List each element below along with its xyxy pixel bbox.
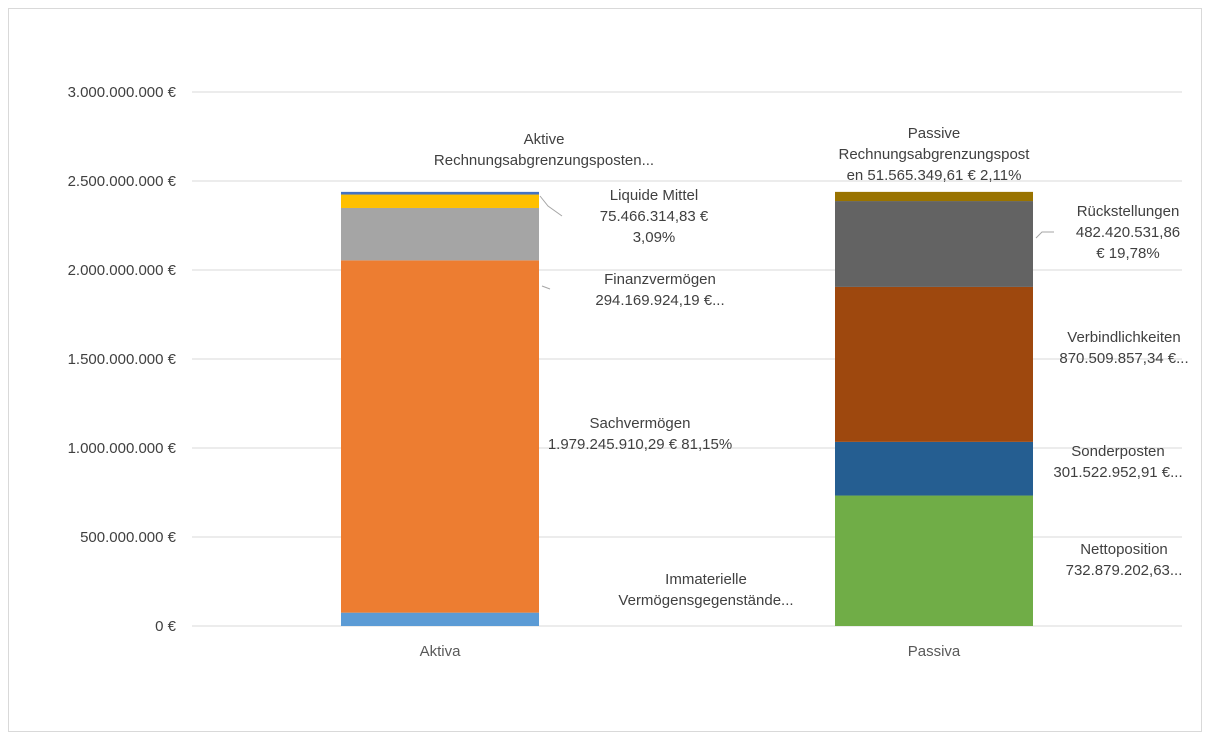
- data-label-verbindlichkeiten: Verbindlichkeiten 870.509.857,34 €...: [1059, 329, 1188, 367]
- bar-segment-immaterielle-vermoegensgegenstaende: [341, 612, 539, 626]
- x-category-label: Aktiva: [420, 643, 462, 660]
- x-axis: Aktiva Passiva: [420, 643, 961, 660]
- bar-segment-sachvermoegen: [341, 260, 539, 613]
- y-tick-label: 3.000.000.000 €: [68, 84, 177, 101]
- y-tick-label: 1.500.000.000 €: [68, 351, 177, 368]
- bar-segment-nettoposition: [835, 495, 1033, 626]
- bar-segment-verbindlichkeiten: [835, 286, 1033, 442]
- leader-lines: [539, 195, 1054, 290]
- data-label-liquide-mittel: Liquide Mittel 75.466.314,83 €3,09%: [600, 187, 709, 246]
- y-tick-label: 2.500.000.000 €: [68, 173, 177, 190]
- bar-segment-finanzvermoegen: [341, 207, 539, 261]
- leader-line-rueckstellungen: [1035, 231, 1054, 239]
- leader-line-finanzvermoegen: [541, 285, 551, 290]
- chart-frame: [8, 8, 1202, 732]
- bar-segment-rueckstellungen: [835, 201, 1033, 287]
- leader-line-liquide-mittel: [539, 195, 563, 217]
- data-label-immaterielle-vermoegensgegenstaende: Immaterielle Vermögensgegenstände...: [618, 571, 793, 609]
- data-label-nettoposition: Nettoposition 732.879.202,63...: [1066, 541, 1183, 579]
- y-axis: 0 € 500.000.000 € 1.000.000.000 € 1.500.000…: [68, 84, 177, 635]
- bar-segment-sonderposten: [835, 441, 1033, 496]
- bar-segment-passive-rechnungsabgrenzungsposten: [835, 191, 1033, 202]
- gridlines: [192, 91, 1182, 627]
- data-label-aktive-rechnungsabgrenzungsposten: Aktive Rechnungsabgrenzungsposten...: [434, 131, 654, 169]
- data-label-rueckstellungen: Rückstellungen 482.420.531,86 € 19,78%: [1076, 203, 1180, 262]
- data-labels: Immaterielle Vermögensgegenstände... Sachv…: [434, 125, 1189, 609]
- bars: [341, 191, 1033, 626]
- x-category-label: Passiva: [908, 643, 961, 660]
- y-tick-label: 1.000.000.000 €: [68, 440, 177, 457]
- y-tick-label: 0 €: [155, 618, 177, 635]
- bar-segment-liquide-mittel: [341, 194, 539, 208]
- y-tick-label: 2.000.000.000 €: [68, 262, 177, 279]
- y-tick-label: 500.000.000 €: [80, 529, 177, 546]
- data-label-finanzvermoegen: Finanzvermögen 294.169.924,19 €...: [595, 271, 724, 309]
- data-label-sonderposten: Sonderposten 301.522.952,91 €...: [1053, 443, 1182, 481]
- bar-segment-aktive-rechnungsabgrenzungsposten: [341, 191, 539, 195]
- data-label-passive-rechnungsabgrenzungsposten: Passive Rechnungsabgrenzungspost en 51.565…: [839, 125, 1031, 184]
- data-label-sachvermoegen: Sachvermögen 1.979.245.910,29 € 81,15%: [548, 415, 732, 453]
